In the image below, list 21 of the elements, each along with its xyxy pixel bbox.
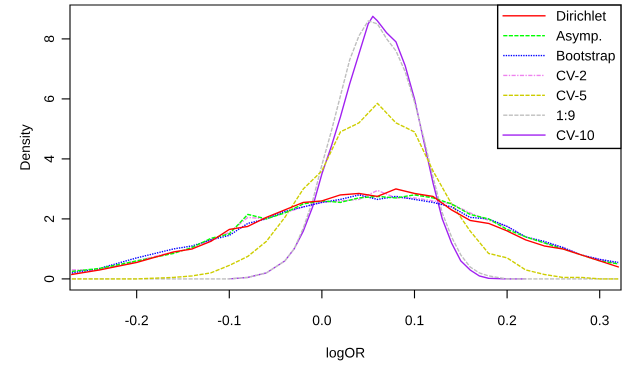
legend-label: Asymp.: [556, 30, 602, 44]
x-tick-label: 0.3: [590, 315, 609, 326]
legend-label: CV-5: [556, 90, 586, 100]
x-axis-title: logOR: [326, 347, 365, 360]
x-tick-label: 0.1: [405, 315, 424, 326]
legend-label: 1:9: [557, 110, 575, 120]
y-axis-title: Density: [20, 124, 33, 170]
legend-label: CV-10: [556, 130, 594, 140]
y-tick-label: 8: [44, 36, 54, 42]
y-tick-label: 2: [44, 216, 54, 222]
legend-label: CV-2: [556, 70, 586, 80]
legend-label: Dirichlet: [557, 10, 606, 21]
y-tick-label: 4: [44, 155, 54, 162]
y-tick-label: 0: [44, 276, 54, 282]
x-tick-label: -0.1: [218, 315, 241, 326]
x-tick-label: 0.0: [312, 315, 331, 326]
y-tick-label: 6: [44, 96, 54, 102]
legend-label: Bootstrap: [557, 50, 615, 64]
x-tick-label: -0.2: [125, 315, 148, 326]
x-tick-label: 0.2: [498, 315, 516, 326]
line-series: [71, 102, 619, 280]
